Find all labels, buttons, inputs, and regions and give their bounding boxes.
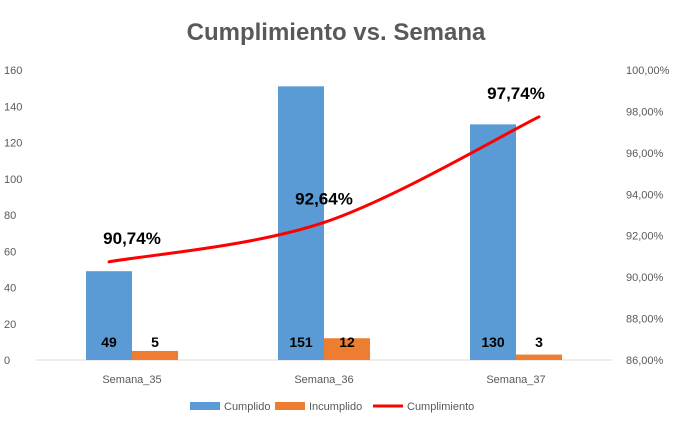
chart-title: Cumplimiento vs. Semana: [187, 19, 486, 46]
legend-label: Cumplido: [224, 401, 270, 413]
x-tick-label: Semana_36: [294, 374, 353, 386]
line-series-cumplimiento: [107, 115, 541, 264]
bar-value-label: 12: [339, 334, 355, 350]
y-right-tick-label: 98,00%: [626, 106, 664, 118]
legend-label: Incumplido: [309, 401, 362, 413]
y-left-tick-label: 140: [4, 101, 22, 113]
legend-swatch: [190, 402, 220, 410]
y-left-tick-label: 40: [4, 283, 16, 295]
bar-value-label: 49: [101, 334, 117, 350]
bar-cumplido: [470, 124, 516, 360]
bar-value-label: 5: [151, 334, 159, 350]
legend-swatch: [275, 402, 305, 410]
bar-incumplido: [132, 350, 178, 360]
bar-cumplido: [278, 86, 324, 360]
y-left-tick-label: 20: [4, 319, 16, 331]
y-left-tick-label: 80: [4, 210, 16, 222]
label-layer: 49 151 130 5 12 3 90,74% 92,64% 97,74%: [101, 84, 545, 350]
y-left-tick-label: 160: [4, 65, 22, 77]
y-right-tick-label: 88,00%: [626, 314, 664, 326]
y-left-tick-label: 120: [4, 138, 22, 150]
bar-layer: [86, 86, 562, 360]
line-value-label: 90,74%: [103, 229, 161, 248]
y-left-tick-label: 60: [4, 246, 16, 258]
y-right-tick-label: 86,00%: [626, 355, 664, 367]
y-left-tick-label: 100: [4, 174, 22, 186]
bar-value-label: 151: [289, 334, 313, 350]
bar-incumplido: [516, 354, 562, 360]
y-right-tick-label: 96,00%: [626, 148, 664, 160]
bar-cumplido: [86, 271, 132, 360]
y-right-tick-label: 100,00%: [626, 65, 670, 77]
x-tick-label: Semana_37: [486, 374, 545, 386]
line-value-label: 97,74%: [487, 84, 545, 103]
bar-value-label: 3: [535, 334, 543, 350]
y-right-tick-label: 90,00%: [626, 272, 664, 284]
legend-layer: Cumplido Incumplido Cumplimiento: [190, 401, 474, 413]
bar-value-label: 130: [481, 334, 505, 350]
legend-label: Cumplimiento: [407, 401, 474, 413]
line-layer: [107, 115, 541, 264]
y-left-tick-label: 0: [4, 355, 10, 367]
axis-layer: 0 20 40 60 80 100 120 140 160 86,00% 88,00% 90,00% 9…: [4, 65, 670, 386]
y-right-tick-label: 92,00%: [626, 231, 664, 243]
y-right-tick-label: 94,00%: [626, 189, 664, 201]
line-value-label: 92,64%: [295, 189, 353, 208]
x-tick-label: Semana_35: [102, 374, 161, 386]
bar-incumplido: [324, 338, 370, 360]
